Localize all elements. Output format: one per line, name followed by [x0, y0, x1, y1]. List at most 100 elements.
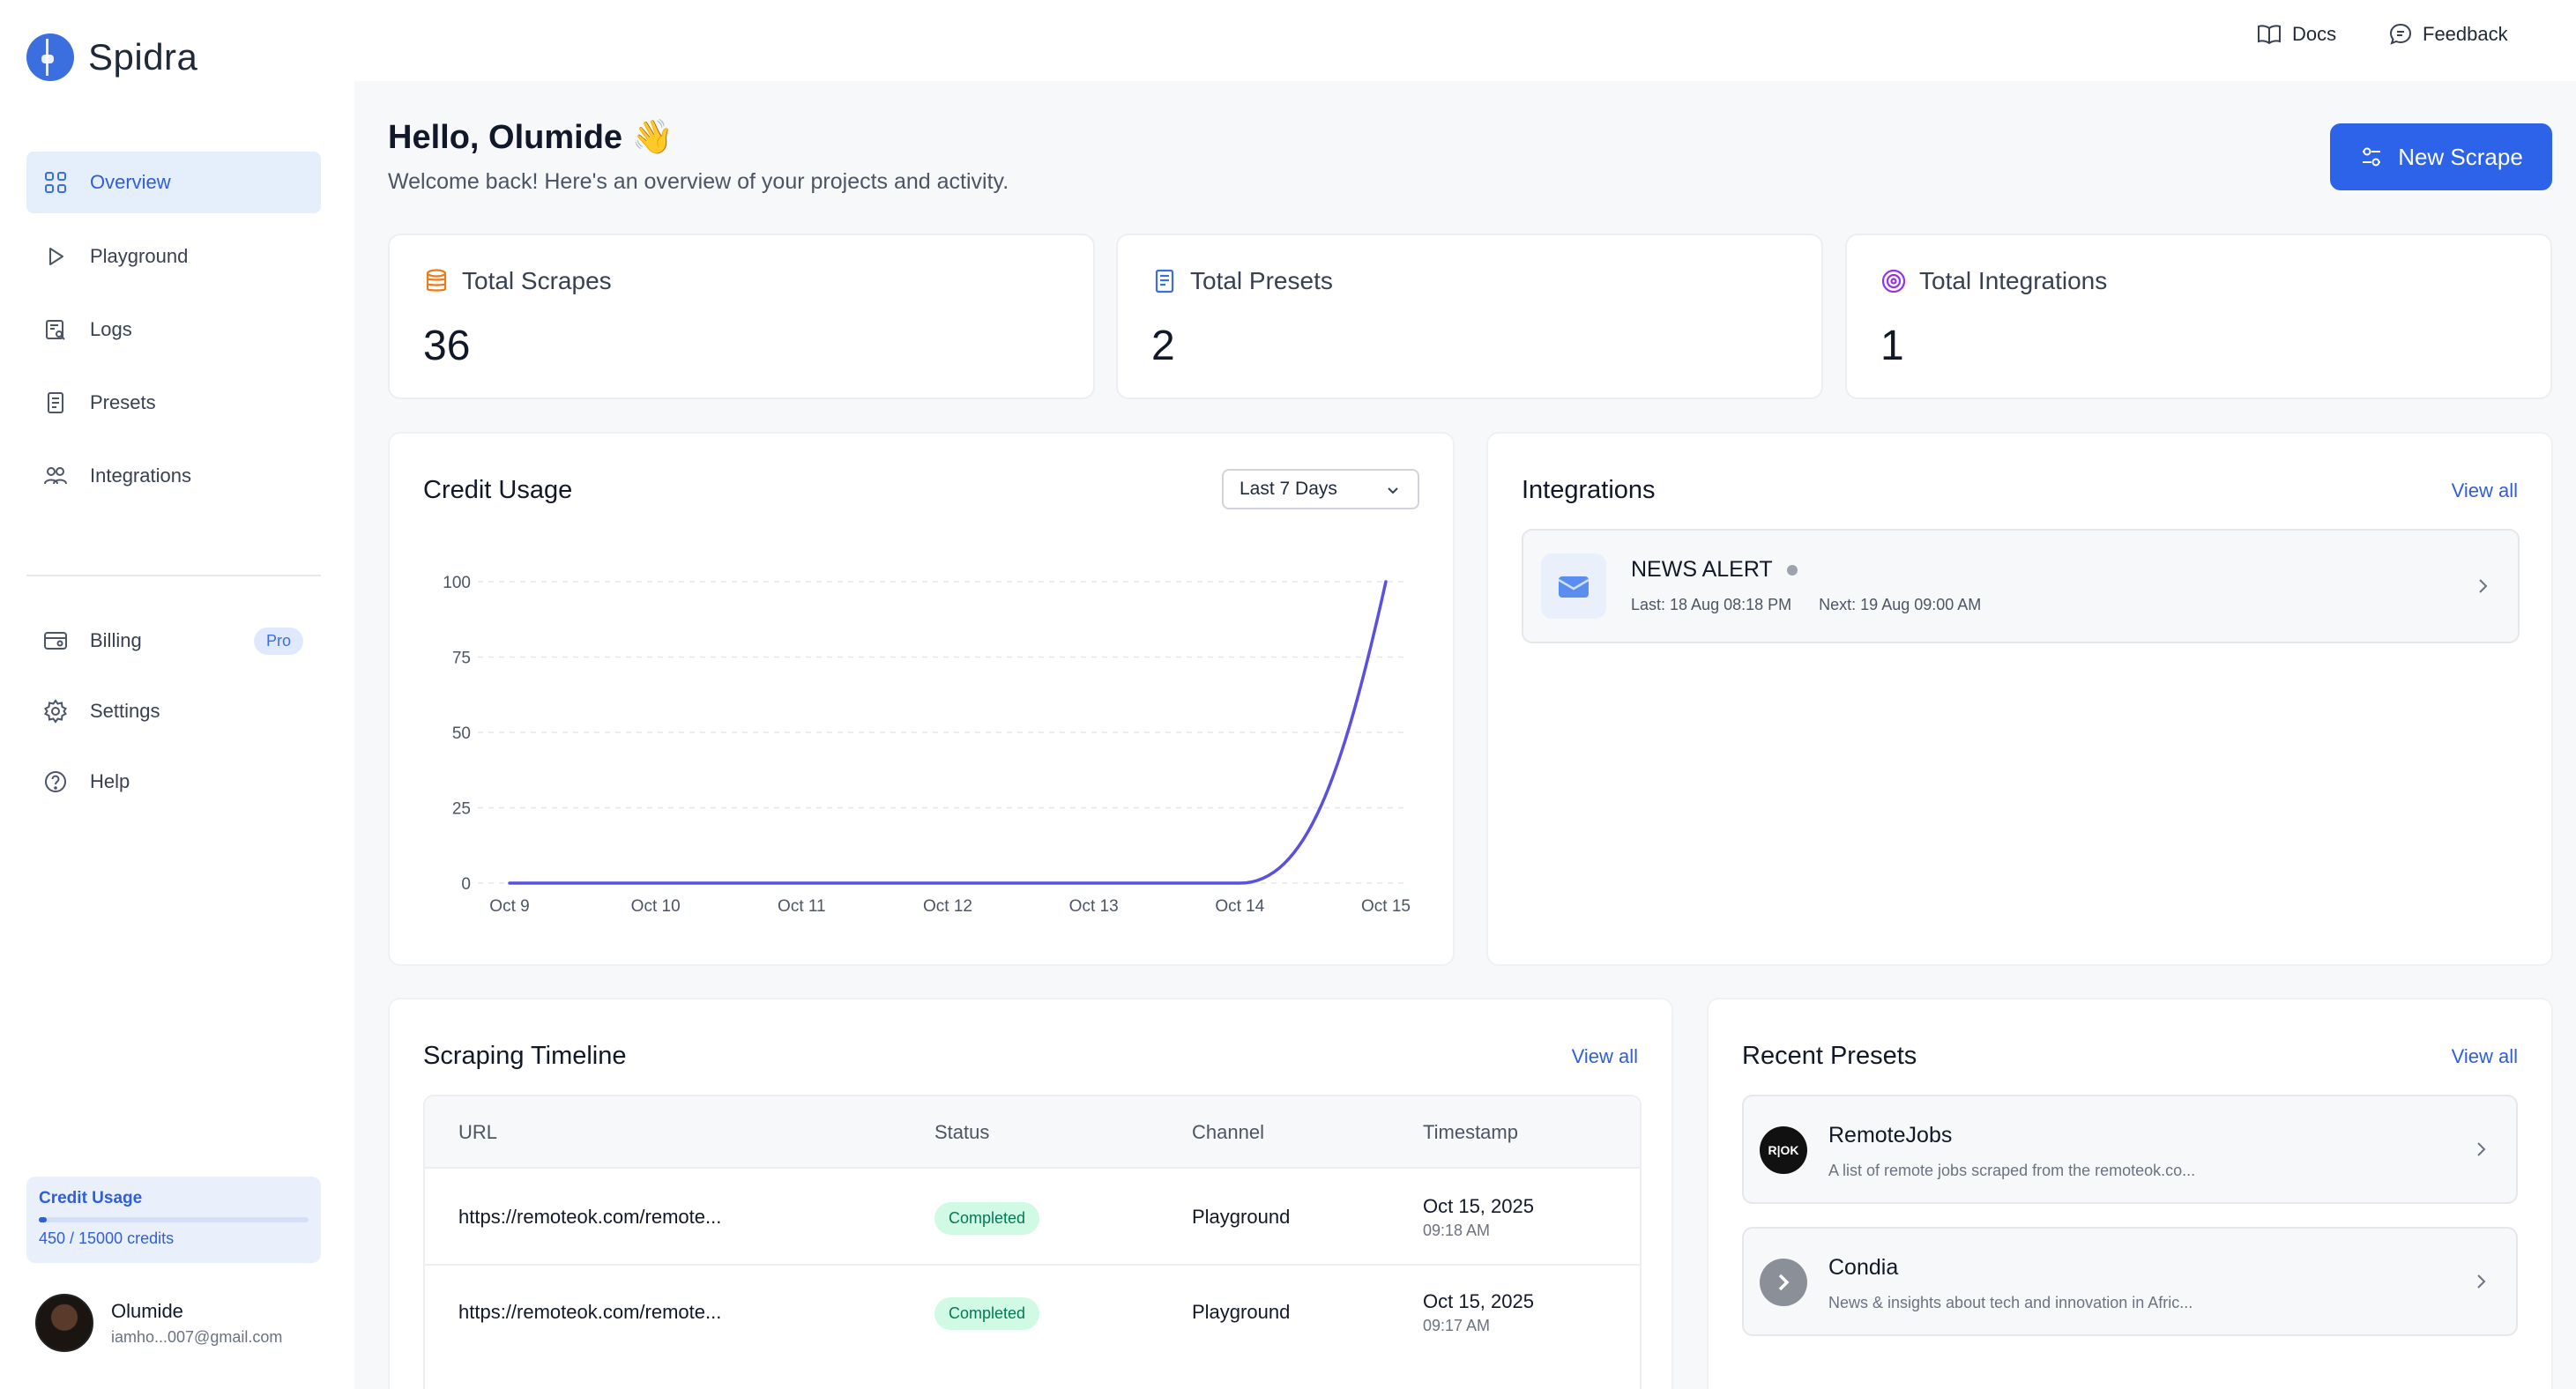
credit-progress-bar: [39, 1217, 309, 1222]
x-tick-label: Oct 15: [1361, 897, 1411, 916]
status-badge: Completed: [934, 1202, 1040, 1235]
docs-link[interactable]: Docs: [2257, 23, 2336, 46]
user-email: iamho...007@gmail.com: [111, 1327, 283, 1346]
document-icon: [1155, 269, 1174, 293]
document-icon: [42, 390, 69, 416]
gear-icon: [42, 698, 69, 724]
row-channel: Playground: [1192, 1301, 1291, 1323]
users-icon: [42, 463, 69, 489]
column-header: Timestamp: [1423, 1121, 1518, 1143]
nav-item-billing[interactable]: Billing Pro: [26, 610, 321, 672]
sidebar: Spidra Overview Playground Logs: [0, 0, 354, 1389]
integration-last-run: Last: 18 Aug 08:18 PM: [1631, 596, 1792, 613]
credit-usage-chart: 0 25 50 75 100 Oct 9 Oct 10 Oct 11 Oct 12 Oct 13 O…: [443, 574, 1411, 916]
date-range-select[interactable]: Last 7 Days: [1222, 469, 1419, 509]
integrations-heading: Integrations: [1522, 476, 1656, 504]
play-icon: [42, 243, 69, 270]
y-tick-label: 75: [452, 650, 471, 668]
table-row[interactable]: https://remoteok.com/remote... Completed…: [425, 1167, 1640, 1264]
presets-view-all[interactable]: View all: [2451, 1045, 2518, 1067]
timeline-view-all[interactable]: View all: [1571, 1045, 1638, 1067]
user-name: Olumide: [111, 1299, 183, 1322]
row-date: Oct 15, 2025: [1423, 1290, 1534, 1312]
integration-next-run: Next: 19 Aug 09:00 AM: [1819, 596, 1982, 613]
stat-value: 36: [423, 323, 471, 369]
row-url[interactable]: https://remoteok.com/remote...: [458, 1206, 722, 1228]
stat-label: Total Scrapes: [462, 267, 612, 294]
integration-row[interactable]: NEWS ALERT Last: 18 Aug 08:18 PM Next: 1…: [1522, 529, 2520, 643]
stat-card-integrations[interactable]: Total Integrations 1: [1845, 234, 2552, 399]
nav-label: Overview: [90, 171, 171, 193]
feedback-link[interactable]: Feedback: [2389, 23, 2508, 46]
nav-item-logs[interactable]: Logs: [26, 299, 321, 360]
page-title: Hello, Olumide 👋: [388, 119, 674, 156]
y-tick-label: 100: [443, 574, 471, 592]
help-icon: [42, 769, 69, 795]
chat-icon: [2389, 23, 2412, 45]
docs-label: Docs: [2292, 23, 2337, 45]
x-tick-label: Oct 9: [489, 897, 529, 916]
preset-description: News & insights about tech and innovatio…: [1828, 1294, 2193, 1311]
sidebar-divider: [26, 575, 321, 576]
nav-item-presets[interactable]: Presets: [26, 372, 321, 434]
nav-label: Billing: [90, 629, 142, 651]
nav-item-integrations[interactable]: Integrations: [26, 445, 321, 507]
target-icon: [1881, 269, 1906, 293]
x-tick-label: Oct 10: [631, 897, 681, 916]
date-range-value: Last 7 Days: [1240, 479, 1337, 499]
nav-item-settings[interactable]: Settings: [26, 680, 321, 742]
series-line: [508, 580, 1388, 885]
stat-value: 1: [1880, 323, 1904, 369]
row-url[interactable]: https://remoteok.com/remote...: [458, 1301, 722, 1323]
sliders-icon: [2363, 147, 2381, 167]
chevron-right-icon: [2477, 1142, 2486, 1156]
chevron-down-icon: [1388, 487, 1398, 494]
mail-icon: [1541, 553, 1606, 619]
new-scrape-button[interactable]: New Scrape: [2330, 123, 2552, 190]
nav-label: Logs: [90, 318, 132, 340]
y-tick-label: 0: [461, 875, 471, 894]
timeline-heading: Scraping Timeline: [423, 1042, 627, 1070]
scraping-timeline-card: Scraping Timeline View all URL Status Ch…: [388, 998, 1673, 1389]
column-header: Channel: [1192, 1121, 1264, 1143]
preset-row[interactable]: Condia News & insights about tech and in…: [1742, 1227, 2518, 1336]
credit-usage-card: Credit Usage Last 7 Days 0 25 50 75 100 Oct 9…: [388, 432, 1455, 966]
credit-progress-fill: [39, 1217, 48, 1222]
status-dot: [1786, 564, 1798, 576]
app-name: Spidra: [88, 36, 198, 78]
billing-icon: [42, 628, 69, 654]
nav-label: Playground: [90, 245, 189, 267]
credit-usage-title: Credit Usage: [39, 1189, 143, 1207]
x-tick-label: Oct 13: [1069, 897, 1119, 916]
presets-heading: Recent Presets: [1742, 1042, 1917, 1070]
row-time: 09:18 AM: [1423, 1222, 1491, 1239]
row-channel: Playground: [1192, 1206, 1291, 1228]
stat-label: Total Presets: [1190, 267, 1333, 294]
feedback-label: Feedback: [2423, 23, 2508, 45]
avatar: [35, 1294, 93, 1352]
nav-label: Help: [90, 770, 130, 792]
user-profile[interactable]: Olumide iamho...007@gmail.com: [35, 1294, 282, 1352]
integrations-view-all[interactable]: View all: [2451, 479, 2518, 501]
nav-label: Presets: [90, 391, 156, 413]
x-tick-label: Oct 12: [923, 897, 972, 916]
credit-usage-widget[interactable]: Credit Usage 450 / 15000 credits: [26, 1177, 321, 1263]
preset-name: RemoteJobs: [1828, 1123, 1953, 1148]
nav-item-playground[interactable]: Playground: [26, 226, 321, 287]
page-subtitle: Welcome back! Here's an overview of your…: [388, 169, 1009, 194]
nav-item-overview[interactable]: Overview: [26, 152, 321, 213]
top-bar: Docs Feedback: [354, 0, 2576, 81]
preset-name: Condia: [1828, 1255, 1899, 1280]
stat-card-presets[interactable]: Total Presets 2: [1116, 234, 1823, 399]
spider-logo-icon: [26, 33, 74, 81]
credit-usage-heading: Credit Usage: [423, 476, 573, 504]
recent-presets-card: Recent Presets View all R|OK RemoteJobs …: [1707, 998, 2553, 1389]
preset-row[interactable]: R|OK RemoteJobs A list of remote jobs sc…: [1742, 1095, 2518, 1204]
nav-item-help[interactable]: Help: [26, 751, 321, 813]
stat-card-scrapes[interactable]: Total Scrapes 36: [388, 234, 1095, 399]
logo[interactable]: Spidra: [26, 33, 197, 81]
column-header: URL: [458, 1121, 498, 1143]
remoteok-logo-icon: R|OK: [1760, 1126, 1807, 1174]
y-tick-label: 50: [452, 724, 471, 743]
table-row[interactable]: https://remoteok.com/remote... Completed…: [425, 1264, 1640, 1361]
